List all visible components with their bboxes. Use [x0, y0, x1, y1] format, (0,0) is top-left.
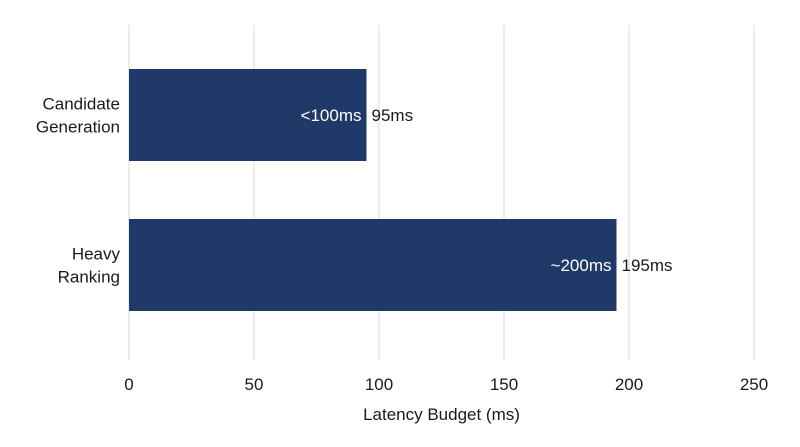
x-tick-label: 0: [124, 375, 133, 394]
bar-value-label: 95ms: [372, 106, 414, 125]
bar-value-label: 195ms: [622, 256, 673, 275]
x-tick-label: 200: [615, 375, 643, 394]
category-label: Generation: [36, 118, 120, 137]
x-tick-label: 250: [740, 375, 768, 394]
category-label: Candidate: [42, 95, 120, 114]
x-tick-label: 100: [365, 375, 393, 394]
bar-inner-label: ~200ms: [551, 256, 612, 275]
category-label: Heavy: [72, 245, 121, 264]
x-tick-label: 50: [245, 375, 264, 394]
x-tick-labels: 0 50 100 150 200 250: [124, 375, 768, 394]
x-tick-label: 150: [490, 375, 518, 394]
x-axis-title: Latency Budget (ms): [363, 405, 520, 424]
category-label: Ranking: [58, 268, 120, 287]
bar: [129, 219, 617, 311]
category-labels: Candidate Generation Heavy Ranking: [36, 95, 121, 287]
bar: [129, 69, 367, 161]
bars: <100ms 95ms ~200ms 195ms: [129, 69, 673, 311]
bar-inner-label: <100ms: [301, 106, 362, 125]
